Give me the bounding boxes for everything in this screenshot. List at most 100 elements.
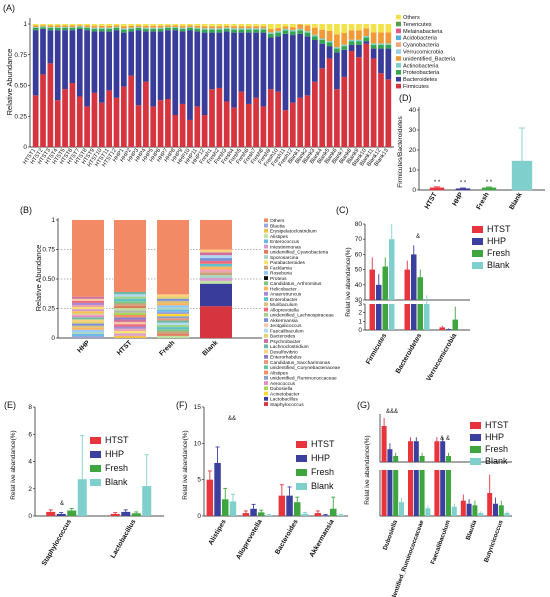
legend-label-b: Enterococcus [270,239,300,245]
bar-segment-b [200,252,232,256]
bar-segment-firmicutes [245,103,252,147]
bar-segment-b [114,326,146,329]
significance-g: &&& [386,409,398,415]
bar-c-htst [439,327,445,330]
bar-segment-proteobacteria [282,30,289,34]
bar-segment-b-others [200,220,232,250]
x-label-g: Faecalibaculum [429,519,452,565]
panel-label-e: (E) [4,400,16,410]
legend-swatch-b [264,302,268,307]
y-tick-label-c-upper: 60 [355,251,363,258]
bar-segment-b [72,296,104,299]
bar-g-lower-hhp [387,470,393,516]
legend-label-b: Aerococcus [270,381,296,387]
legend-swatch-a [396,35,401,41]
bar-g-blank [451,506,457,516]
bar-segment-bacteroidetes [47,30,54,64]
bar-segment-b [72,300,104,303]
bar-segment-unidentified-bacteria [128,25,135,28]
bar-segment-unidentified-bacteria [245,26,252,29]
bar-segment-b [157,298,189,301]
legend-swatch-fresh [472,250,483,257]
bar-segment-others [245,24,252,27]
bar-segment-b [114,294,146,297]
bar-segment-actinobacteria [370,43,377,45]
bar-segment-bacteroidetes [275,36,281,92]
bar-segment-actinobacteria [341,44,348,47]
bar-g-hhp [493,503,498,516]
panel-f: (F) Relat ive abandance(%) 0 5 10 15 Alistip… [176,400,348,561]
bar-segment-unidentified-bacteria [311,27,318,35]
bar-segment-proteobacteria [143,28,149,32]
legend-swatch-b [264,276,268,280]
bar-segment-b [157,335,189,338]
bar-segment-actinobacteria [223,27,230,29]
legend-swatch-htst [472,226,483,233]
bar-segment-others [98,24,105,26]
legend-swatch-b [264,265,268,270]
bar-segment-proteobacteria [113,27,120,31]
legend-label-hhp: HHP [485,432,504,442]
bar-segment-firmicutes [172,115,179,147]
bar-segment-bacteroidetes [179,31,186,104]
bar-segment-b [72,327,104,330]
bar-segment-b [157,307,189,310]
legend-swatch-b [264,223,268,228]
bar-segment-bacteroidetes [91,31,98,93]
legend-swatch-a [396,42,401,47]
bar-g-fresh [393,456,399,462]
legend-swatch-b [264,360,268,364]
bar-segment-actinobacteria [106,27,113,29]
bar-segment-bacteroidetes [106,31,113,91]
bar-segment-others [231,24,237,27]
significance-f: && [228,416,236,422]
significance-e: & [60,501,64,507]
bar-segment-others [378,24,384,33]
bar-segment-actinobacteria [165,27,171,28]
legend-label-b: unidentified_Cyanobacteria [270,250,328,256]
bar-segment-b [200,269,232,273]
legend-label-blank: Blank [311,481,334,491]
bar-hhp [322,515,329,516]
bar-segment-actinobacteria [128,27,135,29]
legend-label-a: Bacteroidetes [403,77,437,83]
bar-segment-actinobacteria [143,27,149,29]
bar-g-hhp [466,503,472,516]
y-tick-label-e: 2 [28,486,32,493]
bar-g-lower-fresh [446,470,451,516]
bar-segment-actinobacteria [54,27,61,28]
y-tick-label-e: 6 [28,431,32,438]
bar-segment-others [275,24,281,29]
bar-segment-proteobacteria [84,27,90,31]
bar-segment-firmicutes [157,100,164,147]
bar-c-lower-fresh [417,304,423,330]
bar-segment-proteobacteria [76,27,83,29]
legend-swatch-b [264,234,268,238]
legend-label-fresh: Fresh [485,444,508,454]
y-tick-label-c-upper: 70 [355,236,363,243]
bar-segment-unidentified-bacteria [275,28,281,32]
y-tick-label-c-lower: 1 [358,318,362,325]
legend-swatch-b [264,386,268,391]
bar-segment-others [348,24,355,31]
bar-htst [242,513,250,516]
bar-segment-unidentified-bacteria [378,32,384,44]
bar-segment-unidentified-bacteria [385,32,392,44]
bar-segment-b [157,316,189,319]
legend-label-hhp: HHP [311,453,330,463]
bar-segment-proteobacteria [62,27,68,31]
bar-segment-others [150,24,157,26]
bar-segment-proteobacteria [120,29,127,33]
legend-swatch-b [264,323,268,328]
legend-label-b: Candidatus_Arthromitus [270,281,322,287]
legend-swatch-fresh [470,446,481,453]
legend-swatch-a [396,21,401,27]
bar-segment-firmicutes [98,102,105,147]
bar-segment-actinobacteria [311,34,318,37]
bar-blank [142,486,152,516]
bar-segment-actinobacteria [356,39,362,42]
legend-label-b: unidentified_Corynebacteriaceae [270,365,340,371]
legend-swatch-b [264,244,268,249]
bar-fresh [330,508,337,516]
legend-label-b: Candidatus_Saccharimonas [270,360,331,366]
